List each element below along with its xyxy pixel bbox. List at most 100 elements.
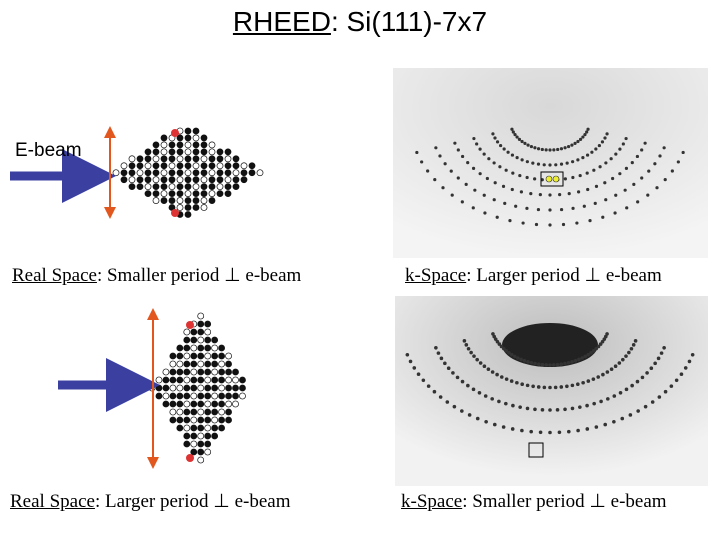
diffraction-spot	[676, 160, 680, 164]
diffraction-spot	[576, 382, 580, 386]
atom	[162, 384, 170, 392]
diffraction-spot	[416, 372, 421, 376]
diffraction-spot	[605, 370, 610, 374]
atom	[183, 376, 191, 384]
atom	[176, 392, 184, 400]
diffraction-spot	[472, 136, 476, 141]
diffraction-spot	[594, 346, 599, 351]
diffraction-spot	[466, 346, 471, 351]
diffraction-spot	[471, 166, 476, 170]
diffraction-spot	[576, 139, 580, 144]
diffraction-spot	[631, 343, 636, 347]
diffraction-spot	[483, 394, 488, 398]
atom	[190, 432, 198, 440]
diffraction-spot	[542, 163, 546, 167]
atom	[168, 169, 176, 177]
diffraction-spot	[559, 362, 564, 367]
caption: Real Space: Smaller period ⊥ e-beam	[12, 264, 301, 287]
atom	[192, 162, 200, 170]
atom	[152, 141, 160, 149]
diffraction-spot	[525, 383, 530, 388]
diffraction-spot	[515, 380, 519, 385]
atom	[144, 148, 152, 156]
diffraction-spot	[553, 385, 558, 390]
diffraction-spot	[566, 144, 571, 149]
diffraction-spot	[443, 162, 447, 166]
atom	[176, 162, 184, 170]
atom	[200, 148, 208, 156]
diffraction-spot	[525, 406, 530, 411]
diffraction-spot	[624, 354, 628, 358]
atom	[190, 328, 198, 336]
diffraction-spot	[632, 182, 636, 187]
atom	[190, 416, 198, 424]
diffraction-spot	[426, 169, 430, 173]
atom	[176, 183, 184, 191]
atom	[184, 169, 192, 177]
atom	[232, 400, 239, 408]
diffraction-spot	[548, 163, 552, 167]
atom	[208, 169, 216, 177]
diffraction-spot	[455, 375, 460, 380]
diffraction-spot	[460, 409, 464, 413]
diffraction-spot	[556, 147, 560, 152]
atom	[176, 408, 184, 416]
diffraction-spot	[630, 383, 634, 388]
diffraction-spot	[663, 389, 668, 394]
diffraction-spot	[548, 363, 552, 367]
atom	[169, 408, 177, 416]
atom	[232, 162, 240, 170]
atom	[136, 169, 144, 177]
diffraction-spot	[495, 372, 499, 377]
diffraction-spot	[576, 428, 580, 433]
spot-box-bottom	[528, 442, 544, 458]
diffraction-spot	[504, 401, 508, 406]
diffraction-spot	[609, 157, 613, 161]
caption: Real Space: Larger period ⊥ e-beam	[10, 490, 291, 513]
atom	[160, 155, 168, 163]
atom	[216, 162, 224, 170]
diffraction-spot	[586, 352, 591, 357]
atom	[232, 392, 239, 400]
atom	[192, 141, 200, 149]
atom	[176, 384, 184, 392]
atom	[183, 408, 191, 416]
atom	[204, 440, 212, 448]
diffraction-spot	[484, 419, 488, 424]
atom	[240, 169, 248, 177]
diffraction-spot	[604, 198, 608, 202]
diffraction-spot	[513, 132, 517, 137]
atom	[155, 392, 163, 400]
diffraction-spot	[585, 130, 589, 134]
diffraction-spot	[540, 362, 545, 367]
atom	[239, 392, 246, 400]
atom	[197, 384, 205, 392]
diffraction-spot	[603, 181, 607, 185]
diffraction-spot	[594, 147, 598, 151]
diffraction-spot	[623, 188, 627, 192]
atom	[200, 183, 208, 191]
atom	[211, 408, 219, 416]
atom	[144, 190, 152, 197]
diffraction-spot	[596, 344, 601, 349]
atom	[232, 368, 239, 376]
atom	[204, 424, 212, 432]
slide-title: RHEED: Si(111)-7x7	[0, 6, 720, 38]
atom	[211, 432, 219, 440]
atom	[211, 360, 219, 368]
diffraction-spot	[503, 201, 507, 205]
diffraction-spot	[600, 140, 605, 144]
diffraction-spot	[495, 140, 500, 144]
diffraction-spot	[581, 380, 585, 385]
diffraction-spot	[491, 132, 495, 136]
atom	[176, 360, 184, 368]
atom	[152, 148, 160, 156]
atom	[192, 204, 200, 211]
diffraction-spot	[597, 143, 601, 148]
diffraction-spot	[445, 400, 450, 404]
atom	[183, 432, 191, 440]
diffraction-spot	[621, 142, 625, 146]
diffraction-spot	[621, 357, 625, 362]
atom	[211, 384, 219, 392]
diffraction-spot	[571, 206, 575, 210]
